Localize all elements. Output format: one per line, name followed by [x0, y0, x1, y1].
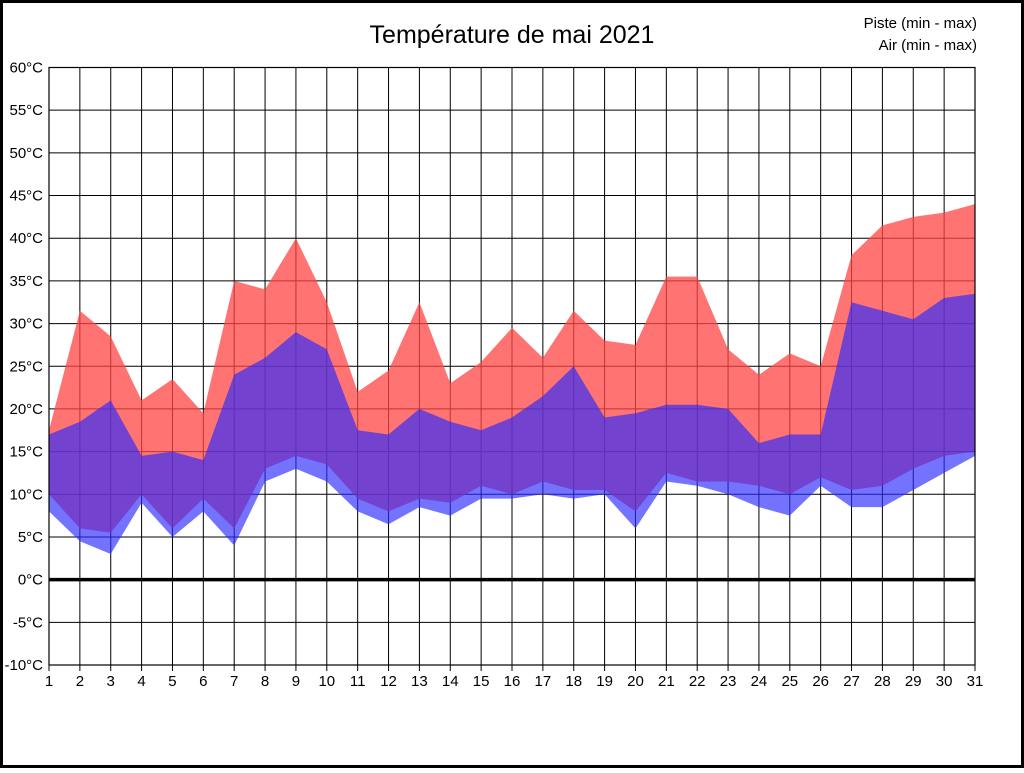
x-tick-label: 1: [45, 673, 53, 690]
x-tick-label: 19: [596, 673, 613, 690]
y-tick-label: 25°C: [9, 358, 43, 375]
x-tick-label: 27: [843, 673, 860, 690]
x-tick-label: 3: [107, 673, 115, 690]
y-tick-label: -5°C: [13, 614, 43, 631]
x-tick-label: 17: [535, 673, 552, 690]
band-layer: [49, 204, 975, 554]
x-tick-label: 14: [442, 673, 459, 690]
y-tick-label: 35°C: [9, 273, 43, 290]
chart-title: Température de mai 2021: [370, 21, 655, 49]
x-tick-label: 10: [318, 673, 335, 690]
x-tick-label: 9: [292, 673, 300, 690]
y-tick-label: 60°C: [9, 60, 43, 77]
plot-border: [48, 66, 976, 666]
y-tick-label: 40°C: [9, 230, 43, 247]
x-tick-label: 18: [565, 673, 582, 690]
x-tick-label: 4: [137, 673, 145, 690]
x-tick-label: 16: [504, 673, 521, 690]
y-tick-label: 0°C: [18, 572, 43, 589]
y-tick-label: 50°C: [9, 145, 43, 162]
x-tick-label: 25: [781, 673, 798, 690]
x-tick-label: 20: [627, 673, 644, 690]
x-tick-label: 22: [689, 673, 706, 690]
legend-piste-label: Piste (min - max): [864, 15, 977, 32]
x-tick-label: 2: [76, 673, 84, 690]
y-tick-label: 55°C: [9, 102, 43, 119]
air-band: [49, 293, 975, 554]
y-tick-label: 20°C: [9, 401, 43, 418]
x-tick-label: 5: [168, 673, 176, 690]
x-tick-label: 28: [874, 673, 891, 690]
axis-labels-layer: 1 2 3 4 5 6 7 8 9 10 11 12 13 14 15 16 17 18 19 20 21 22 23 24 2…: [4, 60, 983, 691]
x-tick-label: 12: [380, 673, 397, 690]
y-tick-label: 5°C: [18, 529, 43, 546]
x-tick-label: 29: [905, 673, 922, 690]
x-tick-label: 11: [350, 673, 366, 690]
legend-air-label: Air (min - max): [879, 37, 977, 54]
x-tick-label: 8: [261, 673, 269, 690]
x-tick-label: 7: [230, 673, 238, 690]
x-tick-label: 31: [967, 673, 984, 690]
y-tick-label: 10°C: [9, 486, 43, 503]
x-tick-label: 6: [199, 673, 207, 690]
y-tick-label: 45°C: [9, 188, 43, 205]
x-tick-label: 13: [411, 673, 428, 690]
x-tick-label: 26: [812, 673, 829, 690]
y-tick-label: 15°C: [9, 444, 43, 461]
x-tick-label: 23: [720, 673, 737, 690]
plot-border-layer: [48, 66, 976, 666]
y-tick-label: -10°C: [4, 657, 43, 674]
y-tick-label: 30°C: [9, 316, 43, 333]
x-tick-label: 15: [473, 673, 490, 690]
x-tick-label: 21: [658, 673, 675, 690]
x-tick-label: 30: [936, 673, 953, 690]
x-tick-label: 24: [751, 673, 768, 690]
